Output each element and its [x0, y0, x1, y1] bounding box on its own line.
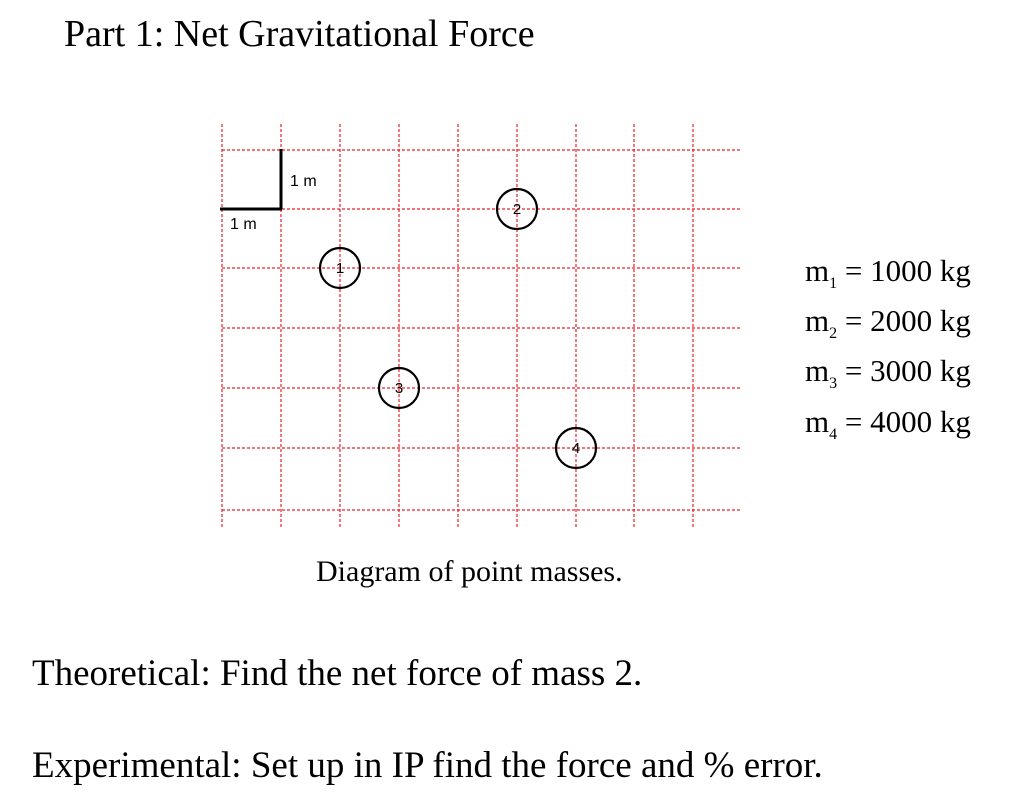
- horizontal-scale-label: 1 m: [230, 216, 257, 233]
- mass-2-circle: [495, 187, 539, 231]
- vertical-scale-label: 1 m: [290, 173, 317, 190]
- experimental-instruction: Experimental: Set up in IP find the forc…: [32, 745, 823, 786]
- mass-value-4: m4 = 4000 kg: [805, 403, 971, 443]
- mass-3-circle: [377, 366, 421, 410]
- mass-value-3: m3 = 3000 kg: [805, 353, 971, 393]
- mass-4-circle: [554, 426, 598, 470]
- mass-value-2: m2 = 2000 kg: [805, 303, 971, 343]
- point-mass-diagram: 1 m 1 m 1 2 3 4: [220, 124, 742, 527]
- mass-4-label: 4: [572, 440, 580, 457]
- mass-3-label: 3: [395, 380, 403, 397]
- mass-value-1: m1 = 1000 kg: [805, 253, 971, 293]
- mass-1-label: 1: [336, 260, 344, 277]
- theoretical-instruction: Theoretical: Find the net force of mass …: [32, 653, 643, 694]
- mass-2-label: 2: [513, 201, 521, 218]
- page-title: Part 1: Net Gravitational Force: [64, 13, 535, 55]
- grid-lines: [221, 124, 742, 527]
- diagram-caption: Diagram of point masses.: [316, 555, 623, 588]
- mass-1-circle: [318, 246, 362, 290]
- mass-values-list: m1 = 1000 kg m2 = 2000 kg m3 = 3000 kg m…: [805, 252, 971, 453]
